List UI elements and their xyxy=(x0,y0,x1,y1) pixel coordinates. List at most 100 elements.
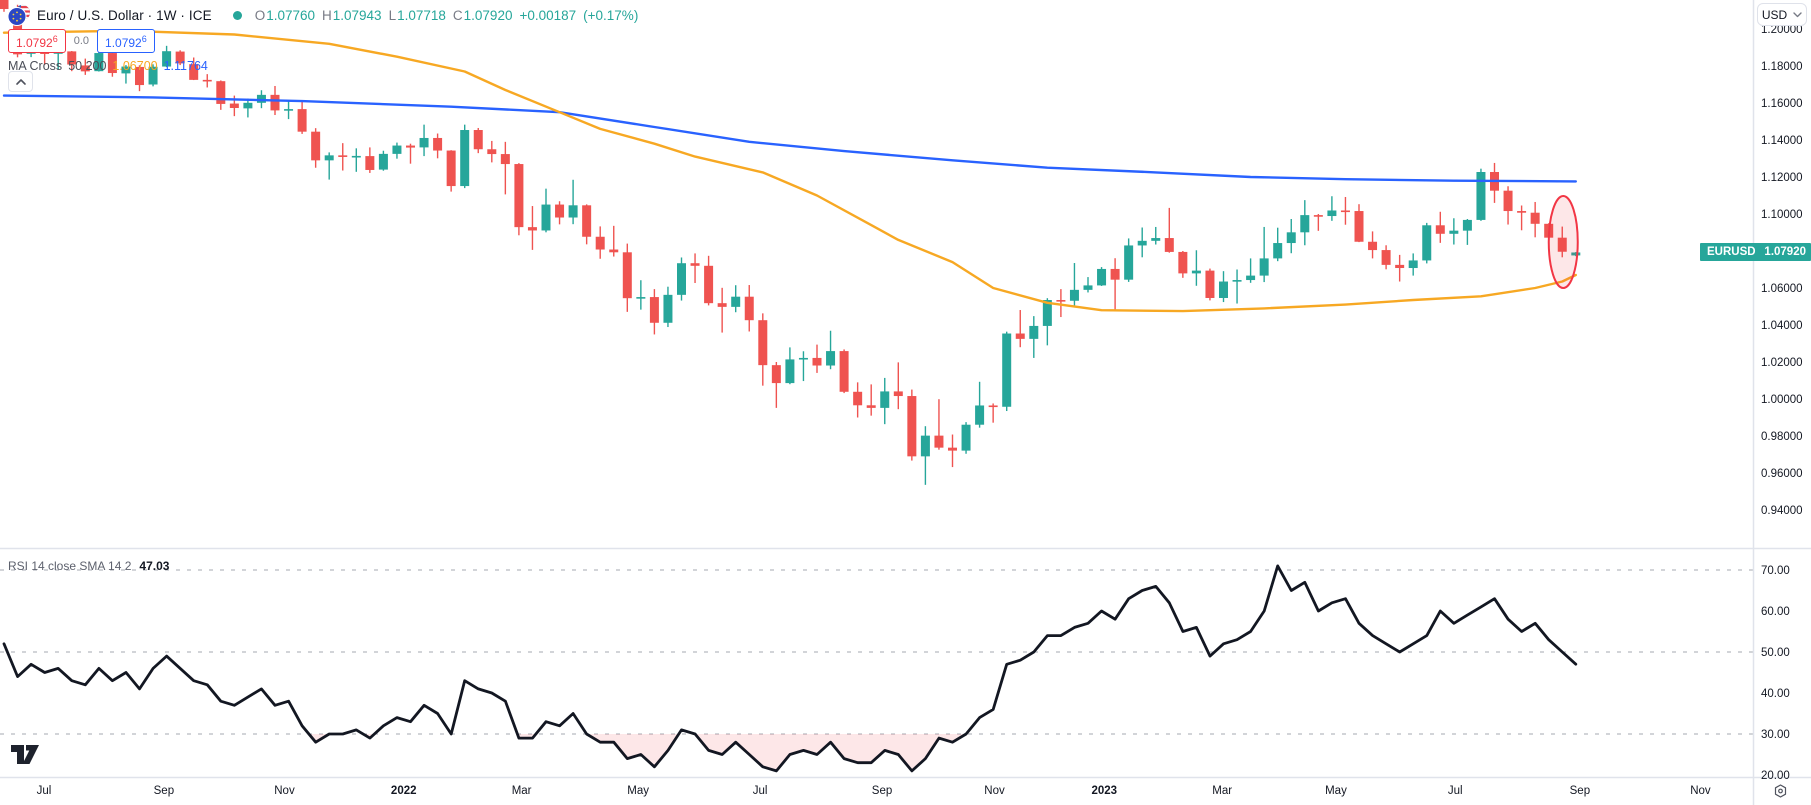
axis-settings-gear-icon[interactable] xyxy=(1772,783,1789,800)
candle-body xyxy=(1232,280,1242,282)
price-tick-1.02000: 1.02000 xyxy=(1761,357,1803,369)
ma50-line xyxy=(2,29,1577,313)
tradingview-logo[interactable] xyxy=(10,744,40,765)
candle-body xyxy=(135,66,144,86)
candle-body xyxy=(1517,211,1527,213)
rsi-tick-20.00: 20.00 xyxy=(1761,770,1790,782)
candle-body xyxy=(961,424,971,451)
candle-body xyxy=(555,204,565,218)
rsi-legend[interactable]: RSI 14 close SMA 14 2 47.03 xyxy=(8,559,169,573)
candle-body xyxy=(1571,252,1581,256)
candle-body xyxy=(148,66,158,85)
candle-body xyxy=(1476,172,1486,220)
candle-body xyxy=(880,391,890,408)
price-tick-1.06000: 1.06000 xyxy=(1761,283,1803,295)
candle-body xyxy=(1178,251,1188,274)
time-tick-Sep: Sep xyxy=(1570,785,1590,797)
time-tick-May: May xyxy=(627,785,649,797)
candle-body xyxy=(1422,225,1432,261)
candle-body xyxy=(446,150,456,187)
price-tick-1.16000: 1.16000 xyxy=(1761,98,1803,110)
candle-body xyxy=(1042,300,1052,326)
time-tick-May: May xyxy=(1325,785,1347,797)
candle-body xyxy=(582,205,592,237)
currency-selector-button[interactable]: USD xyxy=(1757,3,1807,26)
candle-body xyxy=(1530,212,1540,224)
candle-body xyxy=(1395,264,1405,269)
price-tick-1.04000: 1.04000 xyxy=(1761,320,1803,332)
candle-body xyxy=(920,435,930,457)
candle-body xyxy=(527,227,537,231)
market-status-dot[interactable] xyxy=(232,10,242,20)
candle-body xyxy=(1300,215,1310,233)
price-tick-1.00000: 1.00000 xyxy=(1761,394,1803,406)
time-tick-Sep: Sep xyxy=(154,785,174,797)
currency-label: USD xyxy=(1761,7,1788,22)
price-tick-1.18000: 1.18000 xyxy=(1761,61,1803,73)
candle-body xyxy=(229,103,239,108)
candle-body xyxy=(1056,300,1066,302)
candle-body xyxy=(473,130,483,150)
price-tick-1.12000: 1.12000 xyxy=(1761,172,1803,184)
candle-body xyxy=(121,66,131,74)
change-value: +0.00187 xyxy=(519,7,577,23)
candle-body xyxy=(500,154,510,165)
candle-body xyxy=(649,297,659,323)
rsi-line xyxy=(2,564,1578,773)
candle-body xyxy=(80,65,90,72)
candle-body xyxy=(243,102,253,109)
ma-cross-legend[interactable]: MA Cross 50 200 1.06700 1.11764 xyxy=(8,59,208,73)
rsi-tick-60.00: 60.00 xyxy=(1761,606,1790,618)
time-tick-Nov: Nov xyxy=(1690,785,1711,797)
candle-body xyxy=(1219,281,1228,298)
candle-body xyxy=(717,303,727,307)
low-value: 1.07718 xyxy=(397,7,446,23)
candle-body xyxy=(392,145,402,154)
candle-body xyxy=(365,156,375,170)
candle-body xyxy=(406,145,415,148)
candle-body xyxy=(595,236,605,250)
candle-body xyxy=(541,204,551,231)
candle-body xyxy=(636,297,646,299)
time-tick-2023: 2023 xyxy=(1091,785,1117,797)
symbol-title[interactable]: Euro / U.S. Dollar · 1W · ICE xyxy=(37,7,212,23)
candle-body xyxy=(866,405,876,408)
candle-body xyxy=(1557,237,1567,252)
symbol-legend[interactable]: Euro / U.S. Dollar · 1W · ICE O1.07760 H… xyxy=(8,4,638,26)
candle-body xyxy=(758,320,768,366)
chevron-down-icon xyxy=(1793,11,1802,17)
candle-body xyxy=(1354,211,1364,242)
candle-body xyxy=(975,405,985,425)
candle-body xyxy=(893,391,903,397)
candle-body xyxy=(297,109,307,132)
pill-price: 1.07920 xyxy=(1764,246,1806,258)
rsi-value: 47.03 xyxy=(139,559,170,573)
candle-body xyxy=(0,0,9,10)
candle-body xyxy=(948,447,957,451)
candle-body xyxy=(1083,285,1093,290)
candle-body xyxy=(378,153,388,170)
candle-body xyxy=(324,155,334,161)
candle-body xyxy=(487,149,497,155)
candle-body xyxy=(609,249,619,253)
candle-body xyxy=(338,155,348,157)
candle-body xyxy=(1273,243,1283,259)
candle-body xyxy=(256,94,266,103)
candle-body xyxy=(351,155,361,158)
time-tick-Jul: Jul xyxy=(753,785,768,797)
candle-body xyxy=(704,265,714,304)
close-value: 1.07920 xyxy=(463,7,513,23)
open-value: 1.07760 xyxy=(266,7,316,23)
candle-body xyxy=(1286,232,1296,244)
collapse-legend-button[interactable] xyxy=(8,71,33,92)
candle-body xyxy=(1110,268,1120,280)
ma-cross-name: MA Cross xyxy=(8,59,63,73)
candle-body xyxy=(785,359,795,384)
candle-body xyxy=(1124,245,1134,280)
rsi-oversold-fill xyxy=(4,734,1576,771)
candle-body xyxy=(839,351,849,392)
candle-body xyxy=(67,51,77,65)
candle-body xyxy=(622,252,632,299)
